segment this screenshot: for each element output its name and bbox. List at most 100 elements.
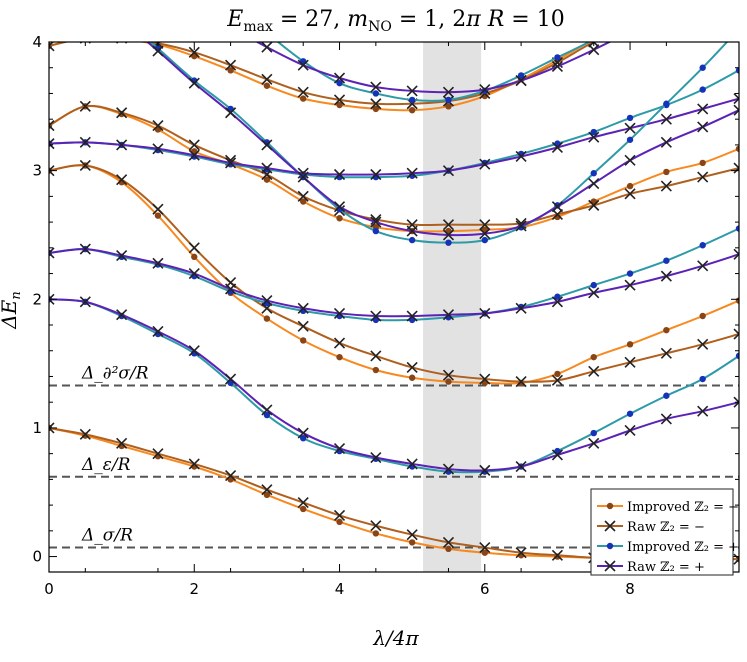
data-point: [79, 136, 91, 148]
data-point: [624, 424, 636, 437]
data-point: [699, 86, 706, 93]
data-point: [442, 369, 455, 381]
shaded-band: [423, 42, 482, 572]
series-line: [49, 248, 739, 318]
data-point: [736, 26, 742, 32]
data-point: [481, 236, 488, 244]
reference-line-label: Δ_∂²σ/R: [81, 363, 149, 383]
data-point: [699, 242, 706, 249]
data-point: [479, 307, 491, 319]
y-tick-label: 1: [32, 419, 42, 437]
data-point: [733, 104, 739, 116]
data-point: [627, 13, 633, 19]
data-point: [515, 547, 527, 559]
data-point: [82, 35, 88, 41]
data-point: [152, 203, 164, 215]
data-point: [333, 337, 346, 349]
data-point: [515, 302, 527, 314]
data-point: [445, 378, 452, 385]
data-point: [263, 491, 271, 499]
data-point: [408, 236, 416, 244]
data-point: [297, 167, 309, 179]
data-point: [626, 114, 634, 122]
data-point: [336, 215, 343, 222]
data-point: [551, 449, 563, 461]
series-line: [49, 104, 739, 233]
data-point: [152, 325, 164, 338]
data-point: [333, 168, 346, 181]
data-point: [188, 77, 200, 89]
data-point: [372, 105, 380, 113]
data-point: [735, 145, 739, 152]
data-point: [479, 228, 491, 240]
data-point: [261, 295, 273, 307]
x-tick-label: 2: [189, 580, 199, 598]
data-point: [554, 370, 561, 378]
data-point: [660, 180, 672, 192]
series-line: [149, 42, 729, 244]
legend-entry-label: Improved ℤ₂ = +: [627, 540, 739, 555]
data-point: [300, 435, 307, 442]
legend-swatch-marker: [606, 542, 614, 550]
data-point: [225, 107, 237, 119]
data-point: [49, 120, 55, 132]
data-point: [735, 352, 739, 360]
data-point: [699, 159, 706, 167]
data-point: [660, 136, 672, 148]
data-point: [79, 296, 91, 308]
data-point: [733, 328, 739, 340]
data-point: [733, 396, 739, 408]
x-axis-label: λ/4π: [372, 626, 419, 650]
data-point: [588, 44, 600, 56]
data-point: [188, 46, 200, 58]
data-point: [225, 283, 237, 295]
data-point: [263, 82, 271, 89]
data-point: [627, 20, 633, 26]
data-point: [225, 373, 237, 385]
data-point: [191, 253, 198, 261]
data-point: [116, 139, 128, 151]
data-point: [152, 120, 164, 132]
series-raw-even: [49, 243, 739, 322]
series-improved-even: [49, 225, 739, 324]
x-tick-label: 8: [625, 580, 635, 598]
data-point: [336, 101, 343, 109]
data-point: [79, 243, 91, 255]
data-point: [372, 227, 380, 235]
data-point: [80, 0, 90, 8]
data-point: [116, 437, 128, 449]
data-point: [300, 337, 307, 344]
svg-text:ΔEn: ΔEn: [0, 291, 24, 329]
data-point: [333, 201, 346, 213]
data-point: [225, 59, 237, 71]
data-point: [479, 373, 491, 385]
data-point: [660, 113, 672, 125]
legend-entry-label: Raw ℤ₂ = −: [627, 520, 705, 535]
y-tick-label: 2: [32, 290, 42, 308]
data-point: [588, 199, 600, 211]
data-point: [372, 366, 380, 374]
data-point: [406, 361, 418, 374]
data-point: [188, 458, 200, 470]
data-point: [697, 103, 709, 115]
data-point: [79, 100, 91, 112]
data-point: [116, 249, 128, 262]
data-point: [663, 100, 670, 107]
data-point: [442, 165, 455, 177]
data-point: [261, 139, 273, 151]
data-point: [626, 410, 634, 417]
data-point: [590, 353, 597, 361]
series-raw-odd: [49, 100, 739, 231]
data-point: [154, 212, 162, 219]
series-raw-even: [49, 293, 739, 476]
data-point: [697, 260, 709, 272]
data-point: [370, 451, 382, 464]
series-line: [276, 42, 592, 102]
data-point: [735, 67, 739, 74]
legend: Improved ℤ₂ = − Raw ℤ₂ = − Improved ℤ₂ = +…: [590, 488, 739, 576]
data-point: [261, 73, 273, 85]
data-point: [408, 106, 416, 114]
data-point: [370, 168, 382, 181]
data-point: [118, 13, 124, 19]
data-point: [116, 309, 128, 321]
